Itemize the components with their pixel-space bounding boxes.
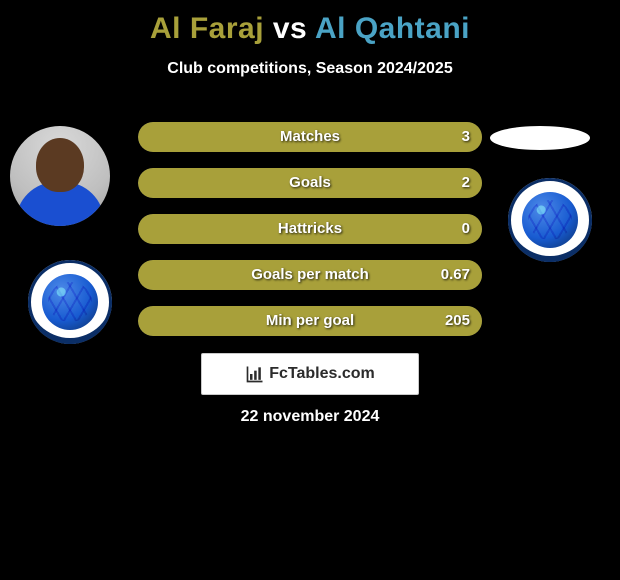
club-badge-left <box>20 252 120 352</box>
shield-icon <box>508 178 592 262</box>
stat-label: Min per goal <box>138 306 482 336</box>
stat-value-right: 205 <box>445 306 470 336</box>
stat-label: Hattricks <box>138 214 482 244</box>
subtitle: Club competitions, Season 2024/2025 <box>0 60 620 78</box>
stat-label: Goals <box>138 168 482 198</box>
title-left: Al Faraj <box>150 12 264 45</box>
stats-container: Matches3Goals2Hattricks0Goals per match0… <box>138 122 482 352</box>
stat-value-right: 0.67 <box>441 260 470 290</box>
stat-row: Matches3 <box>138 122 482 152</box>
stat-row: Goals per match0.67 <box>138 260 482 290</box>
brand-text: FcTables.com <box>269 365 375 383</box>
player-photo-left <box>10 126 110 226</box>
club-badge-right <box>500 170 600 270</box>
stat-row: Hattricks0 <box>138 214 482 244</box>
date: 22 november 2024 <box>0 408 620 426</box>
player-head <box>36 138 84 192</box>
stat-row: Goals2 <box>138 168 482 198</box>
title-vs: vs <box>273 12 307 45</box>
title-right: Al Qahtani <box>315 12 470 45</box>
chart-icon <box>245 364 265 384</box>
stat-label: Goals per match <box>138 260 482 290</box>
stat-value-right: 0 <box>462 214 470 244</box>
shield-icon <box>28 260 112 344</box>
stat-row: Min per goal205 <box>138 306 482 336</box>
stat-value-right: 2 <box>462 168 470 198</box>
brand-box[interactable]: FcTables.com <box>201 353 419 395</box>
stat-label: Matches <box>138 122 482 152</box>
page-title: Al Faraj vs Al Qahtani <box>0 0 620 46</box>
stat-value-right: 3 <box>462 122 470 152</box>
player-photo-right-placeholder <box>490 126 590 150</box>
